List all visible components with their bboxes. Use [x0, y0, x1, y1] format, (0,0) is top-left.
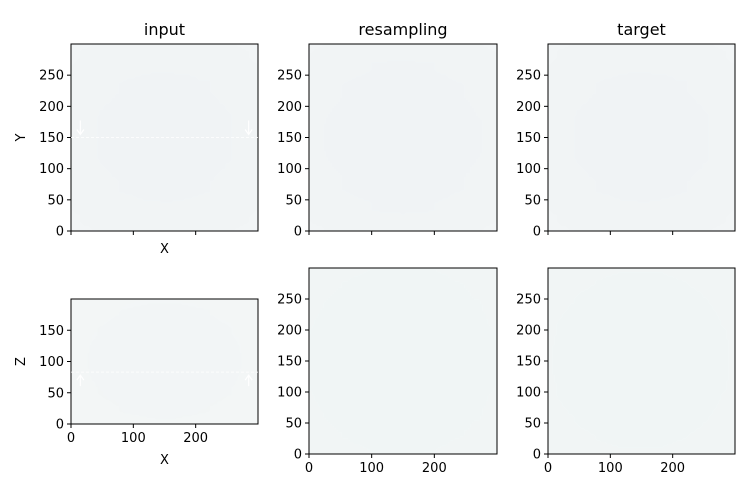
y-tick-label: 150: [277, 131, 302, 146]
x-tick-label: 100: [121, 431, 146, 446]
x-axis-label: X: [160, 453, 169, 468]
y-tick-label: 0: [533, 448, 541, 463]
y-tick-label: 50: [285, 193, 302, 208]
heatmap-image: [71, 44, 258, 231]
panel-title: resampling: [358, 20, 447, 39]
x-tick-label: 200: [422, 461, 447, 476]
y-tick-label: 250: [516, 293, 541, 308]
arrow-down-icon: [244, 120, 253, 136]
x-tick-label: 0: [544, 461, 552, 476]
panel-title: input: [144, 20, 185, 39]
y-tick-label: 50: [524, 193, 541, 208]
panel-top-left: 0 50 100 150 200 250 input X Y: [14, 20, 259, 257]
y-tick-label: 50: [47, 386, 64, 401]
y-axis-label: Z: [14, 357, 29, 366]
x-tick-label: 0: [67, 431, 75, 446]
arrow-up-icon: [76, 374, 85, 387]
y-tick-label: 150: [39, 324, 64, 339]
y-tick-label: 50: [524, 417, 541, 432]
y-tick-label: 250: [39, 69, 64, 84]
y-axis-label: Y: [14, 133, 29, 142]
y-tick-label: 100: [39, 162, 64, 177]
x-tick-label: 0: [305, 461, 313, 476]
arrow-down-icon: [76, 120, 85, 136]
y-tick-label: 200: [277, 324, 302, 339]
x-tick-label: 100: [598, 461, 623, 476]
y-tick-label: 250: [516, 69, 541, 84]
y-tick-label: 100: [277, 386, 302, 401]
y-tick-label: 200: [516, 324, 541, 339]
y-tick-label: 0: [294, 225, 302, 240]
y-tick-label: 150: [516, 355, 541, 370]
heatmap-image: [309, 44, 497, 231]
panel-title: target: [617, 20, 666, 39]
panel-top-right: 0 50 100 150 200 250 target: [516, 20, 736, 240]
panel-bottom-right: 0 50 100 150 200 250 0 100 200: [516, 267, 736, 476]
y-tick-label: 150: [39, 131, 64, 146]
panel-bottom-middle: 0 50 100 150 200 250 0 100 200: [277, 267, 498, 476]
heatmap-image: [548, 44, 735, 231]
heatmap-image: [548, 268, 735, 454]
y-tick-label: 250: [277, 293, 302, 308]
y-tick-label: 50: [285, 417, 302, 432]
panels: 0 50 100 150 200 250 input X Y 0 50 100 150 200 250 res…: [14, 20, 736, 476]
heatmap-image: [71, 299, 258, 424]
panel-top-middle: 0 50 100 150 200 250 resampling: [277, 20, 498, 240]
heatmap-image: [309, 268, 497, 454]
x-tick-label: 100: [359, 461, 384, 476]
arrow-up-icon: [244, 374, 253, 387]
y-tick-label: 0: [56, 418, 64, 433]
y-tick-label: 100: [277, 162, 302, 177]
y-tick-label: 50: [47, 193, 64, 208]
panel-bottom-left: 0 50 100 150 0 100 200 X Z: [14, 298, 259, 468]
y-tick-label: 200: [516, 100, 541, 115]
y-tick-label: 100: [39, 355, 64, 370]
y-tick-label: 200: [277, 100, 302, 115]
y-tick-label: 150: [516, 131, 541, 146]
y-tick-label: 100: [516, 162, 541, 177]
y-tick-label: 0: [533, 225, 541, 240]
x-tick-label: 200: [660, 461, 685, 476]
y-tick-label: 200: [39, 100, 64, 115]
y-tick-label: 0: [294, 448, 302, 463]
y-tick-label: 0: [56, 225, 64, 240]
x-tick-label: 200: [183, 431, 208, 446]
y-tick-label: 100: [516, 386, 541, 401]
y-tick-label: 150: [277, 355, 302, 370]
y-tick-label: 250: [277, 69, 302, 84]
x-axis-label: X: [160, 242, 169, 257]
